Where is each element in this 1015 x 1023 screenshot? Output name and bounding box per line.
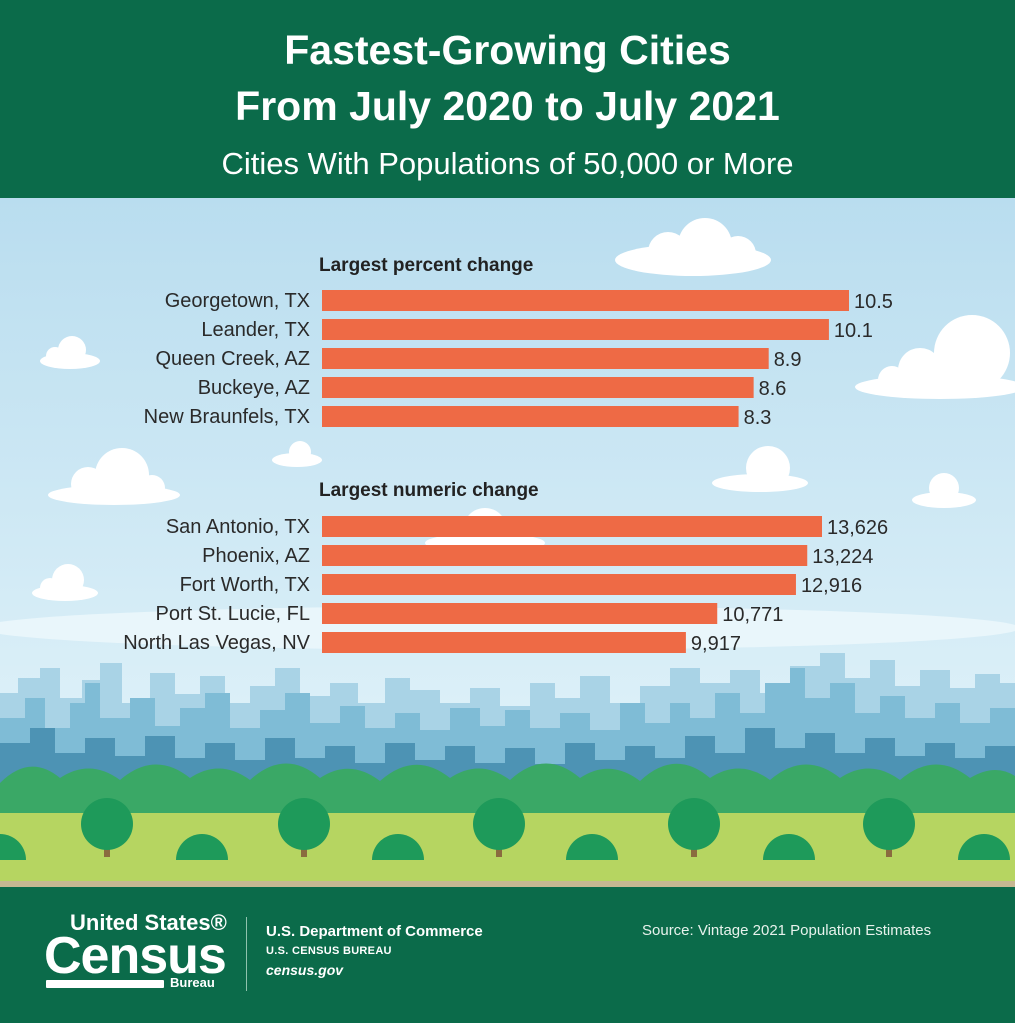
chart-scene: Largest percent change Georgetown, TX 10.5…: [0, 198, 1015, 888]
bush: [176, 834, 228, 860]
bush: [372, 834, 424, 860]
category-label: Georgetown, TX: [165, 290, 310, 312]
footer: United States® Census Bureau U.S. Depart…: [0, 887, 1015, 1023]
bush: [566, 834, 618, 860]
clouds: [0, 218, 1015, 650]
bar: [322, 603, 718, 624]
data-label: 10,771: [722, 604, 783, 626]
trees: [0, 798, 1010, 860]
website-link[interactable]: census.gov: [266, 962, 344, 978]
data-label: 8.9: [774, 349, 802, 371]
bar: [322, 545, 808, 566]
data-label: 13,626: [827, 517, 888, 539]
chart-section-title: Largest percent change: [319, 255, 533, 276]
cloud: [48, 448, 180, 505]
department-name: U.S. Department of Commerce: [266, 923, 483, 940]
census-logo-wordmark: Census: [44, 927, 227, 985]
bush: [0, 834, 26, 860]
bar: [322, 319, 829, 340]
cloud: [855, 315, 1015, 399]
data-label: 12,916: [801, 575, 862, 597]
category-label: Fort Worth, TX: [180, 574, 310, 596]
category-label: Port St. Lucie, FL: [155, 603, 310, 625]
bush: [958, 834, 1010, 860]
bar-charts: Largest percent change Georgetown, TX 10.5…: [123, 255, 893, 655]
data-label: 10.1: [834, 320, 873, 342]
census-logo-underline: [46, 980, 164, 988]
bush: [763, 834, 815, 860]
cloud: [912, 473, 976, 508]
bar: [322, 516, 822, 537]
data-label: 8.3: [744, 407, 772, 429]
data-label: 13,224: [812, 546, 873, 568]
data-label: 9,917: [691, 633, 741, 655]
cloud: [712, 446, 808, 492]
tree: [473, 798, 525, 857]
subtitle: Cities With Populations of 50,000 or Mor…: [221, 146, 794, 181]
category-label: San Antonio, TX: [166, 516, 310, 538]
source-note: Source: Vintage 2021 Population Estimate…: [642, 922, 932, 939]
cloud: [40, 336, 100, 369]
census-logo-bureau: Bureau: [170, 975, 215, 990]
census-logo-top: United States®: [70, 910, 227, 935]
bar: [322, 632, 686, 653]
header-banner: Fastest-Growing Cities From July 2020 to…: [0, 0, 1015, 198]
cloud: [32, 564, 98, 601]
title-line-2: From July 2020 to July 2021: [235, 83, 780, 129]
cloud: [0, 606, 1015, 650]
category-label: Phoenix, AZ: [202, 545, 310, 567]
footer-divider: [246, 917, 247, 991]
category-label: Leander, TX: [201, 319, 310, 341]
cloud: [615, 218, 771, 276]
bar: [322, 574, 796, 595]
category-label: New Braunfels, TX: [144, 406, 310, 428]
category-label: Buckeye, AZ: [198, 377, 310, 399]
cloud: [272, 441, 322, 467]
tree: [81, 798, 133, 857]
data-label: 8.6: [759, 378, 787, 400]
bar: [322, 290, 849, 311]
bureau-name: U.S. CENSUS BUREAU: [266, 945, 392, 957]
tree: [668, 798, 720, 857]
bar: [322, 348, 769, 369]
title-line-1: Fastest-Growing Cities: [284, 27, 731, 73]
tree: [278, 798, 330, 857]
bar: [322, 406, 739, 427]
bar: [322, 377, 754, 398]
tree: [863, 798, 915, 857]
data-label: 10.5: [854, 291, 893, 313]
category-label: North Las Vegas, NV: [123, 632, 310, 654]
chart-section-title: Largest numeric change: [319, 480, 539, 501]
category-label: Queen Creek, AZ: [155, 348, 310, 370]
